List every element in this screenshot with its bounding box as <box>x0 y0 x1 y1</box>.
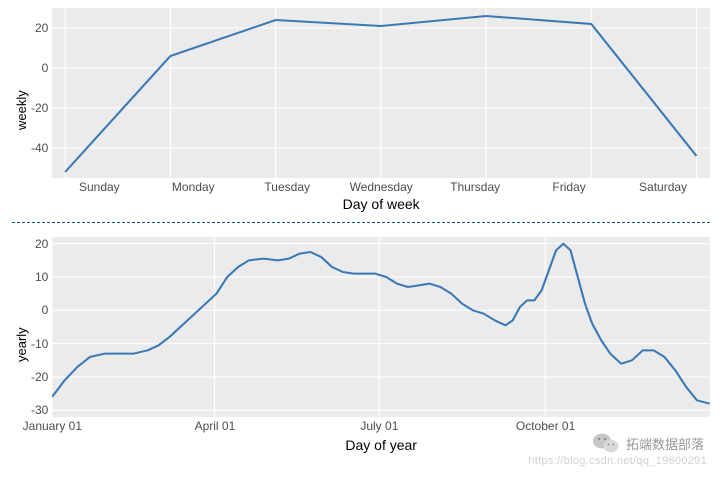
yearly-yticks: 20 10 0 -10 -20 -30 <box>31 237 52 417</box>
yearly-xlabel: Day of year <box>52 437 710 453</box>
xtick-label: Thursday <box>428 180 522 194</box>
xtick-label: Tuesday <box>240 180 334 194</box>
weekly-ylabel: weekly <box>12 8 31 212</box>
ytick-label: -10 <box>31 338 48 350</box>
ytick-label: 0 <box>31 62 48 74</box>
yearly-xticks: January 01April 01July 01October 01 <box>52 419 710 435</box>
xtick-label: Wednesday <box>334 180 428 194</box>
yearly-chart: yearly 20100-10-20-30 January 01April 01… <box>12 237 710 453</box>
watermark-subtext: https://blog.csdn.net/qq_19600291 <box>528 455 707 467</box>
xtick-label: Sunday <box>52 180 146 194</box>
weekly-xticks: SundayMondayTuesdayWednesdayThursdayFrid… <box>52 180 710 194</box>
xtick-label: Monday <box>146 180 240 194</box>
weekly-chart: weekly 20 0 -20 -40 SundayMondayTuesdayWedn… <box>12 8 710 212</box>
ytick-label: 10 <box>31 271 48 283</box>
ytick-label: -20 <box>31 102 48 114</box>
ytick-label: -20 <box>31 371 48 383</box>
ytick-label: 20 <box>31 22 48 34</box>
xtick-label: Friday <box>522 180 616 194</box>
xtick-label: January 01 <box>23 419 82 433</box>
ytick-label: 0 <box>31 304 48 316</box>
ytick-label: -30 <box>31 404 48 416</box>
yearly-panel <box>52 237 710 417</box>
xtick-label: October 01 <box>516 419 575 433</box>
ytick-label: -40 <box>31 142 48 154</box>
weekly-yticks: 20 0 -20 -40 <box>31 8 52 178</box>
xtick-label: April 01 <box>195 419 236 433</box>
xtick-label: July 01 <box>360 419 398 433</box>
weekly-xlabel: Day of week <box>52 196 710 212</box>
xtick-label: Saturday <box>616 180 710 194</box>
ytick-label: 20 <box>31 238 48 250</box>
chart-divider <box>12 222 710 223</box>
weekly-panel <box>52 8 710 178</box>
